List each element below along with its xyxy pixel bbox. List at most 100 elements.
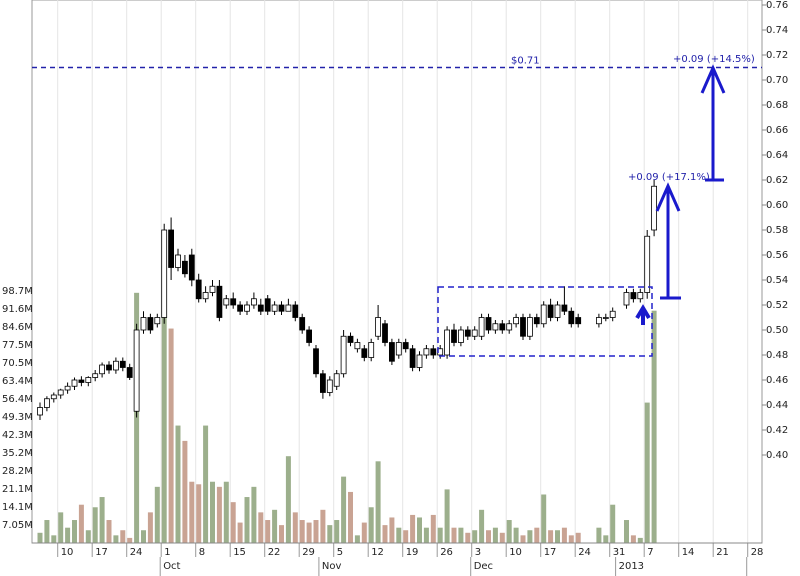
candle-body [464, 329, 471, 337]
y-tick-label: 0.40 [766, 450, 788, 461]
volume-bar [203, 425, 209, 543]
volume-bar [113, 535, 119, 543]
volume-bar [403, 530, 409, 543]
candle-body [596, 317, 602, 325]
y-tick-label: 0.54 [766, 275, 788, 286]
month-label: Oct [163, 561, 180, 572]
volume-bar [548, 530, 554, 543]
y2-tick-label: 49.3M [2, 412, 33, 423]
volume-bar [465, 532, 471, 543]
candle-body [250, 298, 257, 306]
arrow-small [635, 304, 651, 325]
volume-bar [258, 512, 264, 543]
candle-body [361, 348, 368, 358]
volume-bar [182, 440, 188, 543]
candle-body [527, 317, 533, 337]
x-tick-label: 22 [268, 547, 281, 558]
candle-body [430, 348, 437, 356]
x-tick-label: 5 [337, 547, 343, 558]
volume-bar [37, 532, 43, 543]
volume-bar [451, 527, 457, 543]
x-tick-label: 21 [716, 547, 729, 558]
candle-body [78, 379, 85, 383]
x-tick-label: 24 [130, 547, 143, 558]
volume-bar [320, 509, 326, 543]
x-tick-label: 8 [199, 547, 205, 558]
candle-body [623, 292, 630, 306]
candle-body [326, 379, 333, 393]
candle-body [44, 398, 50, 408]
volume-bar [506, 520, 512, 543]
volume-bar [603, 535, 609, 543]
candle-body [313, 348, 319, 375]
candle-body [395, 342, 402, 356]
volume-bar [444, 489, 450, 543]
volume-bar [92, 507, 98, 543]
volume-bar [327, 525, 333, 543]
candle-body [292, 304, 299, 318]
volume-bar [637, 537, 643, 543]
x-tick-label: 19 [406, 547, 419, 558]
candle-body [520, 317, 526, 337]
x-tick-label: 17 [544, 547, 557, 558]
y2-tick-label: 84.6M [2, 322, 33, 333]
x-tick-label: 31 [613, 547, 626, 558]
y-tick-label: 0.62 [766, 175, 788, 186]
candle-body [644, 235, 651, 293]
y2-tick-label: 21.1M [2, 484, 33, 495]
volume-bar [306, 522, 312, 543]
candle-body [319, 373, 326, 393]
y2-tick-label: 14.1M [2, 502, 33, 513]
candle-body [285, 304, 292, 312]
volume-bar [141, 530, 146, 543]
candle-body [651, 185, 657, 231]
volume-bar [437, 527, 443, 543]
candle-body [64, 385, 71, 391]
candle-body [85, 377, 92, 383]
y-tick-label: 0.74 [766, 25, 788, 36]
volume-bar [196, 484, 202, 543]
volume-bar [65, 527, 71, 543]
month-label: Nov [322, 561, 342, 572]
volume-bar [292, 512, 298, 543]
y-tick-label: 0.48 [766, 350, 788, 361]
y2-tick-label: 28.2M [2, 466, 33, 477]
volume-bar [161, 292, 167, 543]
volume-bar [575, 532, 581, 543]
candle-body [264, 298, 271, 312]
candle-body [533, 317, 540, 325]
candle-body [382, 323, 388, 343]
volume-bar [479, 509, 485, 543]
annotation: +0.09 (+14.5%) [673, 54, 755, 65]
volume-bar [147, 512, 153, 543]
volume-bar [216, 486, 222, 543]
y2-tick-label: 70.5M [2, 358, 33, 369]
candle-body [340, 335, 347, 375]
candle-body [195, 279, 202, 300]
volume-bar [368, 507, 374, 543]
y2-tick-label: 77.5M [2, 340, 33, 351]
candle-body [50, 394, 57, 400]
candle-body [609, 310, 616, 318]
candle-body [471, 329, 478, 337]
candle-body [99, 364, 105, 375]
volume-bar [389, 517, 395, 543]
volume-bar [210, 481, 215, 543]
x-tick-label: 26 [440, 547, 453, 558]
x-tick-label: 24 [578, 547, 591, 558]
x-tick-label: 17 [95, 547, 108, 558]
volume-bar [561, 527, 567, 543]
volume-bar [624, 520, 629, 543]
candle-body [402, 342, 409, 350]
y-tick-label: 0.66 [766, 125, 788, 136]
x-tick-label: 10 [61, 547, 74, 558]
x-tick-label: 29 [302, 547, 315, 558]
candle-body [133, 329, 140, 412]
candle-body [485, 317, 492, 331]
candle-body [554, 304, 561, 318]
plot-area [31, 0, 763, 544]
candle-body [244, 304, 250, 312]
volume-bar [223, 481, 229, 543]
y2-tick-label: 42.3M [2, 430, 33, 441]
y-tick-label: 0.44 [766, 400, 788, 411]
